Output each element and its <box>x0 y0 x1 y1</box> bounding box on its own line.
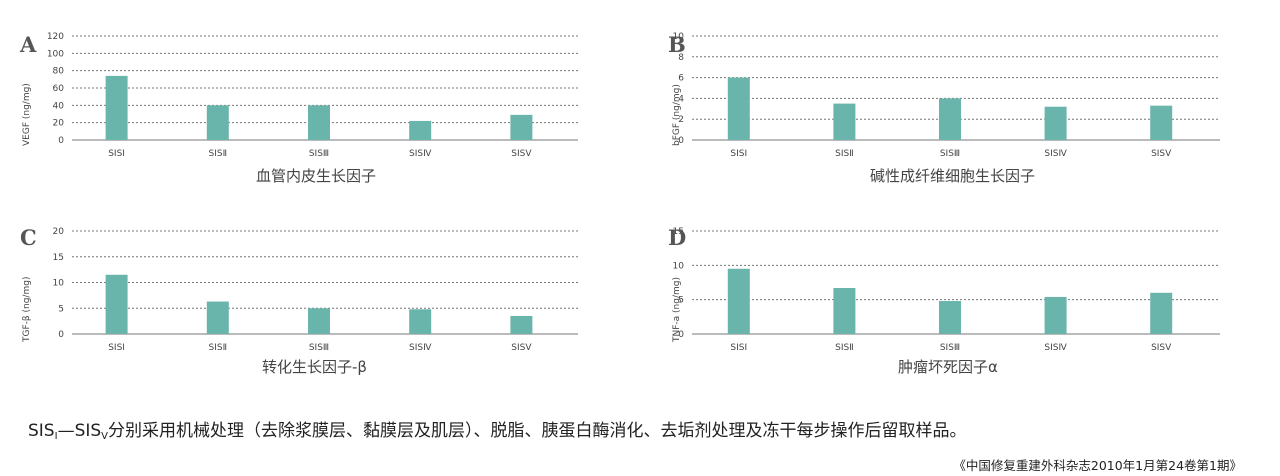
bar-b-2 <box>833 103 856 140</box>
bar-chart-c: 0 5 10 15 20 SISⅠ SISⅡ SISⅢ SISⅣ SISⅤ <box>53 227 578 353</box>
y-tick-label-d-0: 0 <box>678 330 684 340</box>
bar-b-1 <box>727 77 750 140</box>
bar-b-5 <box>1150 105 1173 140</box>
y-tick-label-c-0: 0 <box>58 330 64 340</box>
bar-chart-d: 0 5 10 15 SISⅠ SISⅡ SISⅢ SISⅣ SISⅤ <box>673 227 1220 353</box>
bar-chart-a: 0 20 40 60 80 100 120 SISⅠ SISⅡ SISⅢ SISⅣ SISⅤ <box>47 32 578 159</box>
chart-title-c: 转化生长因子-β <box>262 358 367 376</box>
bar-d-2 <box>833 287 856 334</box>
y-tick-label-a-6: 120 <box>47 32 64 42</box>
x-tick-label-d-3: SISⅢ <box>940 343 960 353</box>
y-tick-label-a-0: 0 <box>58 136 64 146</box>
panel-letter-c: C <box>20 225 37 250</box>
bar-b-4 <box>1044 106 1067 140</box>
y-tick-label-d-2: 10 <box>673 261 685 271</box>
x-tick-label-a-2: SISⅡ <box>209 149 228 159</box>
bar-d-1 <box>727 268 750 334</box>
y-tick-label-a-3: 60 <box>53 84 65 94</box>
bar-c-5 <box>510 315 533 334</box>
bar-a-3 <box>308 105 330 140</box>
y-tick-label-d-1: 5 <box>678 296 684 306</box>
bar-a-5 <box>510 114 533 140</box>
y-tick-label-a-2: 40 <box>53 101 65 111</box>
bar-c-3 <box>308 308 330 334</box>
bar-d-4 <box>1044 296 1067 334</box>
x-tick-label-a-3: SISⅢ <box>309 149 329 159</box>
caption-dash: —SIS <box>57 421 102 441</box>
bar-d-3 <box>939 301 961 334</box>
x-tick-label-b-2: SISⅡ <box>835 149 854 159</box>
x-tick-label-c-5: SISⅤ <box>511 343 532 353</box>
x-tick-label-d-1: SISⅠ <box>730 343 747 353</box>
y-tick-label-c-3: 15 <box>53 253 64 263</box>
chart-title-b: 碱性成纤维细胞生长因子 <box>870 167 1036 185</box>
y-tick-label-b-4: 8 <box>678 53 684 63</box>
x-tick-label-d-2: SISⅡ <box>835 343 854 353</box>
panel-letter-b: B <box>668 32 686 57</box>
figure-caption: SISⅠ—SISⅤ分别采用机械处理（去除浆膜层、黏膜层及肌层）、脱脂、胰蛋白酶消… <box>28 416 967 442</box>
bar-c-2 <box>206 301 229 334</box>
y-tick-label-b-2: 4 <box>678 94 684 104</box>
x-tick-label-c-4: SISⅣ <box>409 343 432 353</box>
x-tick-label-c-1: SISⅠ <box>108 343 125 353</box>
bar-a-4 <box>409 120 432 140</box>
y-tick-label-d-3: 15 <box>673 227 684 237</box>
y-axis-label-a: VEGF (ng/mg) <box>22 83 32 146</box>
bar-a-1 <box>105 75 128 140</box>
x-tick-label-b-1: SISⅠ <box>730 149 747 159</box>
x-tick-label-a-1: SISⅠ <box>108 149 125 159</box>
y-tick-label-a-4: 80 <box>53 67 65 77</box>
y-tick-label-b-1: 2 <box>678 115 684 125</box>
y-tick-label-c-1: 5 <box>58 304 64 314</box>
x-tick-label-c-3: SISⅢ <box>309 343 329 353</box>
bar-chart-b: 0 2 4 6 8 10 SISⅠ SISⅡ SISⅢ SISⅣ SISⅤ <box>673 32 1220 159</box>
x-tick-label-c-2: SISⅡ <box>209 343 228 353</box>
caption-text: 分别采用机械处理（去除浆膜层、黏膜层及肌层）、脱脂、胰蛋白酶消化、去垢剂处理及冻… <box>108 421 967 441</box>
panel-c: C TGF-β (ng/mg) 0 5 10 15 20 SISⅠ SISⅡ SISⅢ SISⅣ… <box>0 196 640 386</box>
x-tick-label-d-4: SISⅣ <box>1044 343 1067 353</box>
y-tick-label-b-0: 0 <box>678 136 684 146</box>
y-axis-label-c: TGF-β (ng/mg) <box>22 276 32 342</box>
panel-letter-a: A <box>20 32 37 57</box>
x-tick-label-b-4: SISⅣ <box>1044 149 1067 159</box>
chart-title-a: 血管内皮生长因子 <box>256 167 377 185</box>
bar-b-3 <box>939 98 961 140</box>
y-tick-label-a-1: 20 <box>53 119 65 129</box>
panel-d: D TNF-a (ng/mg) 0 5 10 15 SISⅠ SISⅡ SISⅢ SISⅣ SI… <box>640 196 1280 386</box>
x-tick-label-b-3: SISⅢ <box>940 149 960 159</box>
y-tick-label-b-3: 6 <box>678 74 684 84</box>
panel-b: B bFGF (ng/mg) 0 2 4 6 8 10 SISⅠ SISⅡ SISⅢ SISⅣ SI… <box>640 0 1280 200</box>
x-tick-label-d-5: SISⅤ <box>1151 343 1172 353</box>
source-citation: 《中国修复重建外科杂志2010年1月第24卷第1期》 <box>953 458 1242 473</box>
x-tick-label-b-5: SISⅤ <box>1151 149 1172 159</box>
caption-start: SIS <box>28 421 55 441</box>
y-tick-label-b-5: 10 <box>673 32 685 42</box>
x-tick-label-a-5: SISⅤ <box>511 149 532 159</box>
y-tick-label-c-4: 20 <box>53 227 65 237</box>
bar-c-1 <box>105 274 128 334</box>
bar-d-5 <box>1150 292 1173 334</box>
panel-a: A VEGF (ng/mg) 0 20 40 60 80 100 120 SISⅠ SISⅡ SI… <box>0 0 640 200</box>
y-axis-label-d: TNF-a (ng/mg) <box>672 277 682 342</box>
chart-title-d: 肿瘤坏死因子α <box>898 358 998 376</box>
y-tick-label-c-2: 10 <box>53 279 65 289</box>
panel-letter-d: D <box>668 225 687 250</box>
bar-c-4 <box>409 309 432 334</box>
bar-a-2 <box>206 105 229 140</box>
x-tick-label-a-4: SISⅣ <box>409 149 432 159</box>
caption-subscript-end: Ⅴ <box>101 431 109 442</box>
y-axis-label-b: bFGF (ng/mg) <box>672 84 682 146</box>
caption-subscript-start: Ⅰ <box>54 431 58 442</box>
y-tick-label-a-5: 100 <box>47 49 64 59</box>
